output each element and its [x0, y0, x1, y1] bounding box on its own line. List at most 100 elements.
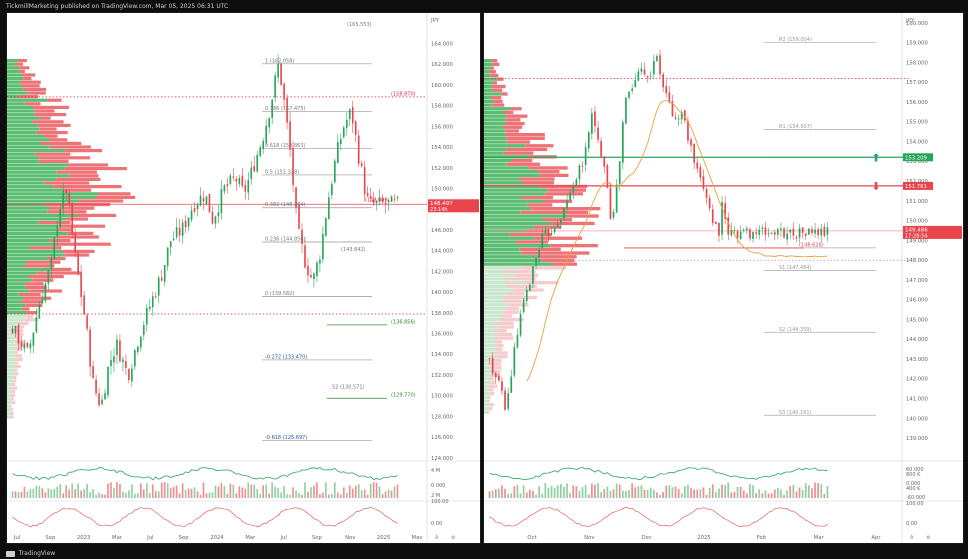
candle-body: [504, 390, 506, 411]
volume-bar: [107, 483, 109, 498]
volume-bar: [814, 482, 816, 498]
candle-body: [609, 187, 612, 219]
volume-bar: [801, 489, 804, 498]
x-axis-tick-label: Oct: [527, 535, 536, 541]
volume-profile-buy-bar: [484, 177, 519, 181]
volume-bar: [101, 494, 103, 498]
volume-bar: [148, 492, 151, 498]
volume-profile-buy-bar: [484, 392, 492, 396]
volume-bar: [739, 486, 742, 498]
volume-bar: [351, 488, 354, 498]
left-chart-panel[interactable]: JPY 1 (162.058) 0.786 (157.475) 0.618 (153.…: [6, 12, 481, 544]
volume-bar: [265, 484, 268, 498]
volume-profile-sell-bar: [77, 199, 124, 203]
volume-profile-sell-bar: [492, 329, 507, 333]
volume-profile-sell-bar: [14, 62, 23, 66]
volume-profile-buy-bar: [484, 192, 546, 196]
volume-bar: [631, 483, 634, 498]
volume-profile-buy-bar: [484, 292, 509, 296]
volume-profile-buy-bar: [7, 185, 54, 189]
volume-bar: [594, 484, 596, 498]
volume-bar: [331, 494, 333, 498]
volume-profile-sell-bar: [501, 318, 524, 322]
candle-body: [708, 198, 711, 209]
candle-body: [98, 393, 100, 406]
candle-body: [516, 334, 519, 348]
volume-profile-sell-bar: [17, 321, 29, 325]
volume-bar: [283, 485, 285, 498]
candle-body: [89, 329, 91, 367]
volume-profile-sell-bar: [15, 354, 22, 358]
volume-profile-buy-bar: [7, 401, 13, 405]
x-axis-tick-label: Jul: [279, 535, 286, 541]
candle-body: [615, 184, 618, 213]
level-price-badge: [903, 153, 933, 162]
countdown-value: 23:14h: [430, 207, 448, 213]
volume-profile-buy-bar: [7, 170, 57, 174]
candle-body: [752, 231, 754, 239]
pivot-level-label: S1 (147.484): [779, 265, 812, 271]
volume-bar: [113, 488, 115, 498]
y-axis-tick-label: 158.000: [431, 104, 454, 110]
volume-profile-buy-bar: [7, 343, 20, 347]
candle-body: [547, 228, 550, 237]
candle-body: [208, 193, 211, 213]
x-axis-tick-label: Jul: [13, 535, 20, 541]
volume-bar: [773, 489, 776, 498]
volume-profile-buy-bar: [484, 107, 511, 111]
volume-profile-buy-bar: [484, 173, 541, 177]
volume-profile-sell-bar: [506, 121, 525, 126]
volume-bar: [322, 492, 324, 498]
volume-profile-buy-bar: [484, 310, 504, 314]
volume-profile-buy-bar: [7, 296, 24, 300]
stochastic-line: [489, 506, 828, 528]
candle-body: [116, 339, 118, 356]
candle-body: [535, 257, 537, 266]
pivot-level-label: S2 (130.571): [332, 384, 365, 390]
x-axis-tick-label: Mar: [112, 535, 123, 541]
candle-body: [283, 83, 285, 100]
candle-body: [357, 135, 360, 164]
candle-body: [396, 196, 399, 199]
volume-profile-buy-bar: [7, 152, 35, 156]
candle-body: [541, 233, 544, 249]
volume-profile-buy-bar: [7, 127, 40, 131]
volume-bar: [280, 492, 282, 498]
volume-profile-buy-bar: [484, 284, 506, 288]
candle-body: [20, 341, 23, 347]
volume-bar: [618, 484, 621, 498]
candle-body: [510, 376, 513, 393]
candle-body: [104, 393, 106, 400]
volume-bar: [770, 493, 773, 498]
right-chart-panel[interactable]: JPY R2 (159.004) R1 (154.607) (148.626) S1 (…: [483, 12, 964, 544]
volume-profile-buy-bar: [484, 406, 489, 411]
volume-profile-sell-bar: [502, 269, 536, 274]
candle-body: [587, 132, 590, 149]
volume-profile-buy-bar: [7, 120, 33, 124]
volume-profile-sell-bar: [540, 173, 569, 177]
volume-profile-sell-bar: [499, 325, 514, 329]
candle-body: [652, 60, 655, 75]
volume-profile-buy-bar: [484, 358, 492, 362]
volume-bar: [375, 482, 378, 498]
volume-bar: [187, 488, 190, 498]
volume-bar: [71, 483, 74, 498]
volume-profile-sell-bar: [26, 318, 39, 322]
volume-profile-sell-bar: [13, 368, 18, 372]
right-chart-svg[interactable]: JPY R2 (159.004) R1 (154.607) (148.626) S1 (…: [484, 13, 963, 543]
left-chart-svg[interactable]: JPY 1 (162.058) 0.786 (157.475) 0.618 (153.…: [7, 13, 480, 543]
candle-body: [59, 208, 62, 227]
candle-body: [95, 379, 97, 394]
candle-body: [538, 249, 541, 258]
candle-body: [369, 195, 372, 199]
candle-body: [378, 197, 381, 202]
tradingview-logo-icon: [6, 550, 15, 557]
volume-profile-buy-bar: [484, 114, 507, 118]
volume-bar: [271, 482, 273, 498]
candle-body: [807, 228, 810, 235]
volume-profile-buy-bar: [7, 159, 39, 163]
candle-body: [250, 167, 253, 179]
x-axis-tick-label: Mav: [412, 535, 423, 541]
volume-profile-sell-bar: [34, 152, 71, 156]
volume-bar: [274, 486, 276, 498]
